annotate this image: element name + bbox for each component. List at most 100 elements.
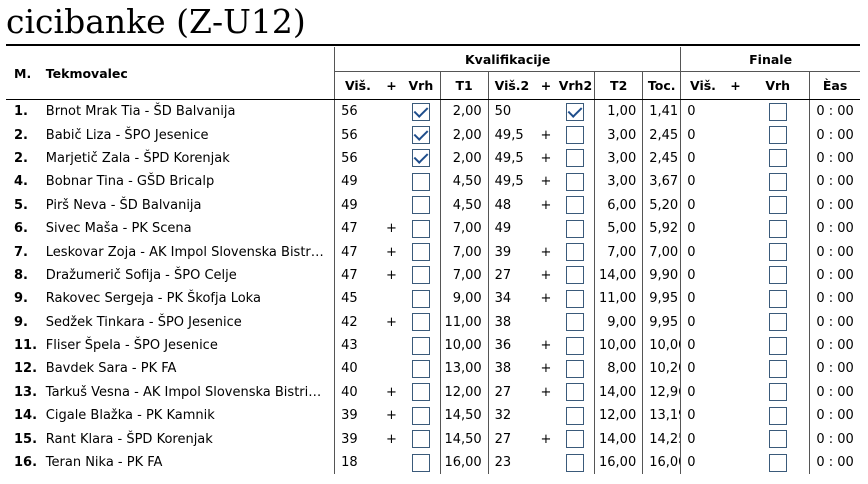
final-vrh-checkbox[interactable] [768, 126, 787, 145]
final-vrh-checkbox[interactable] [768, 289, 787, 308]
vis2-cell: 50 [494, 104, 512, 120]
final-vrh-checkbox[interactable] [768, 243, 787, 262]
final-vrh-checkbox[interactable] [768, 406, 787, 425]
table-row: 14. Cigale Blažka - PK Kamnik 39 +14,50 32 12… [6, 404, 860, 428]
vrh2-cell [556, 333, 596, 358]
final-vrh-cell [746, 240, 811, 264]
vis-cell: 43 [334, 333, 381, 358]
final-vrh-checkbox[interactable] [768, 313, 787, 332]
t1-cell: 14,50 [440, 427, 489, 451]
vrh-checkbox[interactable] [411, 149, 430, 168]
vrh2-checkbox[interactable] [566, 266, 585, 285]
competitor-name: Brnot Mrak Tia - ŠD Balvanija [45, 104, 236, 120]
col-header-t2: T2 [594, 71, 644, 100]
vrh-checkbox[interactable] [411, 196, 430, 215]
final-plus-cell [725, 311, 746, 334]
competitor-name: Pirš Neva - ŠD Balvanija [45, 197, 202, 213]
vrh-checkbox[interactable] [411, 219, 430, 238]
final-vrh-checkbox[interactable] [768, 359, 787, 378]
final-vrh-cell [746, 427, 811, 451]
final-vrh-cell [746, 99, 811, 124]
vrh2-checkbox[interactable] [566, 219, 585, 238]
vrh-cell [402, 193, 441, 217]
time-cell: 0 : 00 [816, 267, 854, 283]
vrh-checkbox[interactable] [411, 102, 430, 121]
final-vrh-checkbox[interactable] [768, 453, 787, 472]
vis-cell: 56 [334, 146, 381, 171]
plus-cell [381, 147, 402, 170]
vrh2-cell [556, 146, 596, 171]
vrh-checkbox[interactable] [411, 243, 430, 262]
col-header-vrh: Vrh [402, 71, 441, 100]
time-cell: 0 : 00 [816, 338, 854, 354]
final-plus-cell [725, 147, 746, 170]
vrh-checkbox[interactable] [411, 266, 430, 285]
vrh2-checkbox[interactable] [566, 406, 585, 425]
vrh2-checkbox[interactable] [566, 313, 585, 332]
vrh2-checkbox[interactable] [566, 126, 585, 145]
vis2-cell: 23 [494, 455, 512, 471]
col-header-final-vrh: Vrh [746, 71, 811, 100]
vrh2-checkbox[interactable] [566, 383, 585, 402]
final-vrh-checkbox[interactable] [768, 430, 787, 449]
final-plus-cell [725, 357, 746, 380]
final-vrh-checkbox[interactable] [768, 266, 787, 285]
vrh-checkbox[interactable] [411, 406, 430, 425]
vrh2-checkbox[interactable] [566, 196, 585, 215]
t1-cell: 14,50 [440, 404, 489, 428]
final-vrh-cell [746, 357, 811, 381]
vrh2-checkbox[interactable] [566, 453, 585, 472]
vrh-cell [402, 99, 441, 124]
vrh-checkbox[interactable] [411, 453, 430, 472]
plus-cell: + [385, 384, 397, 400]
vrh-checkbox[interactable] [411, 336, 430, 355]
vrh2-checkbox[interactable] [566, 102, 585, 121]
plus-cell [381, 100, 402, 124]
vrh2-checkbox[interactable] [566, 149, 585, 168]
competitor-name: Babič Liza - ŠPO Jesenice [45, 127, 209, 143]
final-vrh-checkbox[interactable] [768, 196, 787, 215]
table-row: 7. Leskovar Zoja - AK Impol Slovenska Bis… [6, 240, 860, 264]
table-row: 4. Bobnar Tina - GŠD Bricalp 49 4,50 49,5 +3,… [6, 170, 860, 194]
final-vrh-cell [746, 310, 811, 334]
final-vis-cell: 0 [680, 99, 725, 124]
t1-cell: 2,00 [440, 99, 489, 124]
final-plus-cell [725, 287, 746, 310]
final-vrh-checkbox[interactable] [768, 102, 787, 121]
table-row: 15. Rant Klara - ŠPD Korenjak 39 +14,50 27 +1… [6, 427, 860, 451]
vrh-checkbox[interactable] [411, 383, 430, 402]
vrh-checkbox[interactable] [411, 126, 430, 145]
table-row: 16. Teran Nika - PK FA 18 16,00 23 16,00 16,0 0… [6, 450, 860, 475]
vrh2-cell [556, 216, 596, 241]
vrh2-cell [556, 170, 596, 194]
final-vrh-checkbox[interactable] [768, 149, 787, 168]
vrh2-checkbox[interactable] [566, 289, 585, 308]
rank-cell: 14. [14, 408, 38, 424]
time-cell: 0 : 00 [816, 197, 854, 213]
vrh2-checkbox[interactable] [566, 172, 585, 191]
plus2-cell [535, 404, 556, 427]
final-vrh-cell [746, 263, 811, 288]
vrh2-checkbox[interactable] [566, 430, 585, 449]
final-vrh-checkbox[interactable] [768, 383, 787, 402]
vis-cell: 47 [334, 263, 381, 288]
vrh-checkbox[interactable] [411, 430, 430, 449]
vrh-cell [402, 263, 441, 288]
vrh-checkbox[interactable] [411, 172, 430, 191]
rank-cell: 1. [14, 104, 28, 120]
vrh-checkbox[interactable] [411, 289, 430, 308]
vrh2-checkbox[interactable] [566, 336, 585, 355]
col-header-final-plus: + [724, 71, 747, 100]
vrh-checkbox[interactable] [411, 359, 430, 378]
vis2-cell: 32 [494, 408, 512, 424]
competitor-name: Teran Nika - PK FA [45, 455, 163, 471]
competitor-name: Dražumerič Sofija - ŠPO Celje [45, 267, 237, 283]
vrh-cell [402, 450, 441, 475]
t1-cell: 9,00 [440, 287, 489, 311]
final-vrh-checkbox[interactable] [768, 336, 787, 355]
vrh2-checkbox[interactable] [566, 243, 585, 262]
final-vrh-checkbox[interactable] [768, 219, 787, 238]
vrh2-checkbox[interactable] [566, 359, 585, 378]
final-vrh-checkbox[interactable] [768, 172, 787, 191]
vrh-checkbox[interactable] [411, 313, 430, 332]
